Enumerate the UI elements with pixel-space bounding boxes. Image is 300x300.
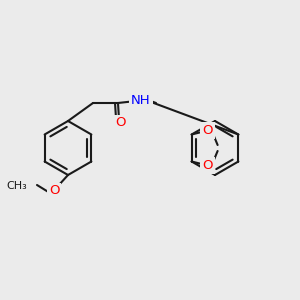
- Text: O: O: [202, 159, 213, 172]
- Text: NH: NH: [131, 94, 151, 106]
- Text: CH₃: CH₃: [6, 181, 27, 191]
- Text: O: O: [202, 124, 213, 137]
- Text: O: O: [115, 116, 125, 130]
- Text: O: O: [49, 184, 59, 197]
